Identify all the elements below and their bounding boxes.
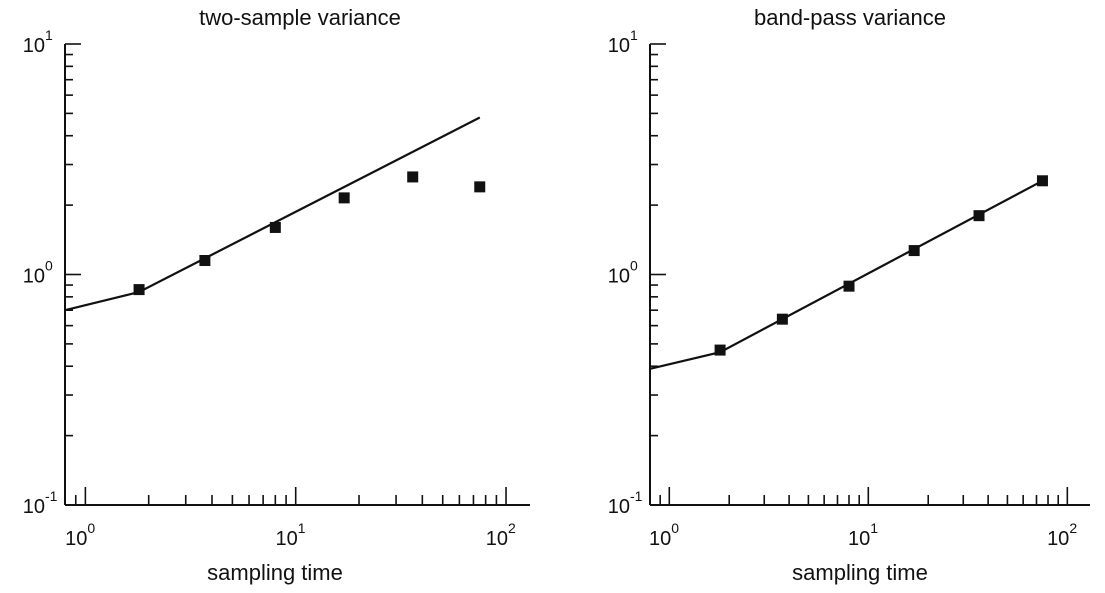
chart-title: band-pass variance [754,5,946,30]
x-axis-label: sampling time [792,560,928,585]
chart-title: two-sample variance [199,5,401,30]
y-tick-label: 10 [608,35,630,57]
data-point [269,221,281,233]
x-tick-exponent: 1 [870,520,878,536]
data-point [1036,175,1048,187]
x-tick-exponent: 2 [1069,520,1077,536]
data-point [908,245,920,257]
y-tick-label: 10 [608,496,630,518]
data-point [199,255,211,267]
data-point [973,210,985,222]
x-tick-label: 10 [275,528,297,550]
x-tick-label: 10 [848,528,870,550]
x-tick-label: 10 [65,528,87,550]
y-tick-exponent: 0 [630,258,638,274]
data-point [133,284,145,296]
y-tick-exponent: 1 [630,27,638,43]
two-sample-variance-panel: two-sample variance sampling time 10 -110… [23,5,530,585]
y-tick-label: 10 [23,496,45,518]
y-tick-label: 10 [608,266,630,288]
y-tick-exponent: 0 [45,258,53,274]
y-tick-exponent: -1 [630,488,643,504]
x-tick-exponent: 2 [508,520,516,536]
data-point [714,344,726,356]
x-tick-label: 10 [649,528,671,550]
y-tick-label: 10 [23,35,45,57]
data-point [776,313,788,325]
x-tick-label: 10 [1047,528,1069,550]
fit-line [649,179,1044,370]
x-tick-exponent: 0 [671,520,679,536]
x-tick-exponent: 1 [298,520,306,536]
y-tick-exponent: -1 [45,488,58,504]
data-point [407,171,419,183]
x-tick-exponent: 0 [87,520,95,536]
fit-line [64,116,481,312]
y-tick-exponent: 1 [45,27,53,43]
data-point [843,280,855,292]
data-point [338,192,350,204]
x-tick-label: 10 [486,528,508,550]
data-point [474,181,486,193]
x-axis-label: sampling time [207,560,343,585]
y-tick-label: 10 [23,266,45,288]
